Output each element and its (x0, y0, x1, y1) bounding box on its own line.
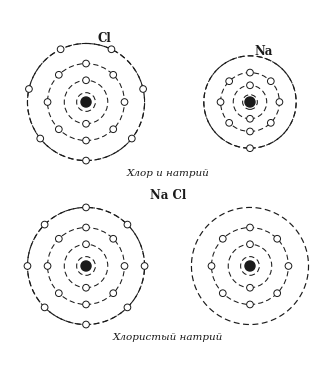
Text: Cl: Cl (97, 32, 111, 45)
Circle shape (274, 290, 281, 297)
Circle shape (83, 120, 89, 127)
Circle shape (124, 221, 131, 228)
Circle shape (219, 236, 226, 242)
Circle shape (41, 304, 48, 311)
Text: Хлор и натрий: Хлор и натрий (127, 169, 209, 178)
Circle shape (245, 261, 255, 271)
Circle shape (247, 224, 253, 231)
Circle shape (285, 263, 292, 269)
Circle shape (110, 236, 117, 242)
Circle shape (267, 78, 274, 85)
Circle shape (247, 128, 253, 135)
Circle shape (226, 120, 233, 126)
Circle shape (217, 99, 224, 105)
Circle shape (110, 71, 117, 78)
Circle shape (55, 126, 62, 132)
Circle shape (24, 263, 31, 269)
Circle shape (44, 99, 51, 105)
Circle shape (247, 284, 253, 291)
Circle shape (26, 86, 32, 92)
Circle shape (83, 204, 89, 211)
Circle shape (247, 82, 253, 89)
Circle shape (128, 135, 135, 142)
Circle shape (55, 236, 62, 242)
Circle shape (83, 60, 89, 67)
Circle shape (274, 236, 281, 242)
Circle shape (247, 241, 253, 248)
Text: Na Cl: Na Cl (150, 190, 186, 202)
Circle shape (83, 157, 89, 164)
Circle shape (110, 290, 117, 297)
Circle shape (124, 304, 131, 311)
Circle shape (83, 301, 89, 308)
Circle shape (81, 261, 91, 271)
Text: Хлористый натрий: Хлористый натрий (113, 333, 223, 342)
Circle shape (55, 71, 62, 78)
Circle shape (83, 137, 89, 144)
Circle shape (81, 97, 91, 107)
Circle shape (110, 126, 117, 132)
Circle shape (37, 135, 44, 142)
Circle shape (83, 284, 89, 291)
Circle shape (226, 78, 233, 85)
Circle shape (247, 145, 253, 152)
Circle shape (121, 99, 128, 105)
Circle shape (208, 263, 215, 269)
Circle shape (41, 221, 48, 228)
Circle shape (267, 120, 274, 126)
Circle shape (140, 86, 146, 92)
Circle shape (83, 77, 89, 84)
Circle shape (219, 290, 226, 297)
Circle shape (276, 99, 283, 105)
Circle shape (141, 263, 148, 269)
Circle shape (121, 263, 128, 269)
Circle shape (247, 116, 253, 122)
Text: Na: Na (254, 45, 272, 57)
Circle shape (83, 241, 89, 248)
Circle shape (55, 290, 62, 297)
Circle shape (44, 263, 51, 269)
Circle shape (108, 46, 115, 53)
Circle shape (83, 224, 89, 231)
Circle shape (247, 301, 253, 308)
Circle shape (83, 321, 89, 328)
Circle shape (57, 46, 64, 53)
Circle shape (247, 69, 253, 76)
Circle shape (245, 97, 255, 107)
